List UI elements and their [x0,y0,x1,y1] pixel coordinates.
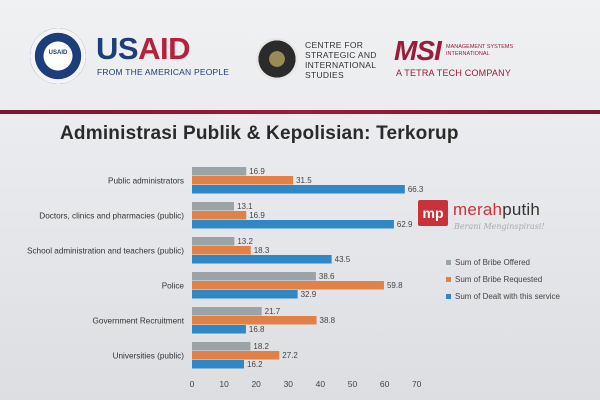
bar-doctors-clinics-and-pharmacies-public-sum-of-bribe-offered [192,202,235,211]
merahputih-watermark: mp merahputih Berani Menginspirasi! [418,198,578,238]
bar-government-recruitment-sum-of-bribe-offered [192,307,262,316]
bar-school-administration-and-teachers-public-sum-of-bribe-offered [192,237,235,246]
data-label-police-sum-of-bribe-requested: 59.8 [387,281,403,290]
data-label-public-administrators-sum-of-bribe-offered: 16.9 [249,167,265,176]
data-label-police-sum-of-dealt-with-this-service: 32.9 [301,290,317,299]
x-tick-label-60: 60 [380,379,390,389]
legend-label-sum-of-bribe-offered: Sum of Bribe Offered [455,258,530,267]
bar-government-recruitment-sum-of-bribe-requested [192,316,317,325]
x-tick-label-70: 70 [412,379,422,389]
chart-legend: Sum of Bribe Offered Sum of Bribe Request… [446,254,596,305]
chart-title: Administrasi Publik & Kepolisian: Terkor… [60,123,459,144]
legend-item-sum-of-dealt-with-this-service: Sum of Dealt with this service [446,288,596,305]
bar-doctors-clinics-and-pharmacies-public-sum-of-bribe-requested [192,211,247,220]
category-label-public-administrators: Public administrators [108,176,184,185]
data-label-school-administration-and-teachers-public-sum-of-bribe-requested: 18.3 [254,246,270,255]
bar-public-administrators-sum-of-dealt-with-this-service [192,185,405,194]
category-label-universities-public: Universities (public) [113,351,185,360]
data-label-public-administrators-sum-of-dealt-with-this-service: 66.3 [408,185,424,194]
bar-school-administration-and-teachers-public-sum-of-dealt-with-this-service [192,255,332,264]
legend-swatch-sum-of-bribe-requested [446,277,451,282]
msi-tagline: A TETRA TECH COMPANY [396,68,512,78]
x-tick-label-0: 0 [190,379,195,389]
bar-public-administrators-sum-of-bribe-offered [192,167,247,176]
x-tick-label-20: 20 [251,379,261,389]
legend-swatch-sum-of-dealt-with-this-service [446,294,451,299]
header-divider [0,110,600,114]
msi-fullname: MANAGEMENT SYSTEMS INTERNATIONAL [446,44,514,57]
usaid-wordmark: USAID [96,33,190,64]
msi-logo-mark: MSI [394,35,442,66]
bar-doctors-clinics-and-pharmacies-public-sum-of-dealt-with-this-service [192,220,394,229]
legend-swatch-sum-of-bribe-offered [446,260,451,265]
bar-police-sum-of-dealt-with-this-service [192,290,298,299]
data-label-universities-public-sum-of-dealt-with-this-service: 16.2 [247,360,263,369]
legend-item-sum-of-bribe-requested: Sum of Bribe Requested [446,271,596,288]
usaid-seal-text: USAID [48,50,68,56]
usaid-tagline: FROM THE AMERICAN PEOPLE [97,67,230,77]
bar-police-sum-of-bribe-offered [192,272,316,281]
category-label-doctors-clinics-and-pharmacies-public: Doctors, clinics and pharmacies (public) [39,211,184,220]
csis-seal-logo [256,38,298,80]
usaid-wordmark-blue: US [96,31,139,66]
data-label-universities-public-sum-of-bribe-offered: 18.2 [253,342,269,351]
csis-name: CENTRE FOR STRATEGIC AND INTERNATIONAL S… [305,40,377,80]
bar-universities-public-sum-of-bribe-offered [192,342,251,351]
bar-government-recruitment-sum-of-dealt-with-this-service [192,325,246,334]
bar-police-sum-of-bribe-requested [192,281,384,290]
data-label-doctors-clinics-and-pharmacies-public-sum-of-bribe-offered: 13.1 [237,202,253,211]
legend-item-sum-of-bribe-offered: Sum of Bribe Offered [446,254,596,271]
bar-universities-public-sum-of-dealt-with-this-service [192,360,245,369]
bar-chart: Public administrators 16.9 31.5 66.3 Doctors… [27,167,424,389]
category-label-police: Police [162,281,185,290]
data-label-doctors-clinics-and-pharmacies-public-sum-of-dealt-with-this-service: 62.9 [397,220,413,229]
data-label-universities-public-sum-of-bribe-requested: 27.2 [282,351,298,360]
watermark-word-red: merah [453,200,503,219]
usaid-wordmark-red: AID [138,31,190,66]
data-label-school-administration-and-teachers-public-sum-of-bribe-offered: 13.2 [237,237,253,246]
data-label-government-recruitment-sum-of-dealt-with-this-service: 16.8 [249,325,265,334]
bar-universities-public-sum-of-bribe-requested [192,351,280,360]
watermark-logo-box: mp [418,200,448,226]
bar-public-administrators-sum-of-bribe-requested [192,176,294,185]
data-label-school-administration-and-teachers-public-sum-of-dealt-with-this-service: 43.5 [335,255,351,264]
watermark-wordmark: merahputih [453,200,540,220]
x-tick-label-30: 30 [284,379,294,389]
watermark-tagline: Berani Menginspirasi! [454,222,545,231]
x-tick-label-40: 40 [316,379,326,389]
data-label-doctors-clinics-and-pharmacies-public-sum-of-bribe-requested: 16.9 [249,211,265,220]
category-label-government-recruitment: Government Recruitment [93,316,185,325]
legend-label-sum-of-dealt-with-this-service: Sum of Dealt with this service [455,292,560,301]
data-label-police-sum-of-bribe-offered: 38.6 [319,272,335,281]
category-label-school-administration-and-teachers-public: School administration and teachers (publ… [27,246,184,255]
data-label-public-administrators-sum-of-bribe-requested: 31.5 [296,176,312,185]
x-tick-label-50: 50 [348,379,358,389]
logo-header: USAID USAID FROM THE AMERICAN PEOPLE CEN… [0,0,600,100]
data-label-government-recruitment-sum-of-bribe-requested: 38.8 [320,316,336,325]
x-tick-label-10: 10 [219,379,229,389]
bar-school-administration-and-teachers-public-sum-of-bribe-requested [192,246,251,255]
usaid-seal-logo: USAID [30,28,86,84]
watermark-word-dark: putih [502,200,541,219]
legend-label-sum-of-bribe-requested: Sum of Bribe Requested [455,275,543,284]
data-label-government-recruitment-sum-of-bribe-offered: 21.7 [265,307,281,316]
